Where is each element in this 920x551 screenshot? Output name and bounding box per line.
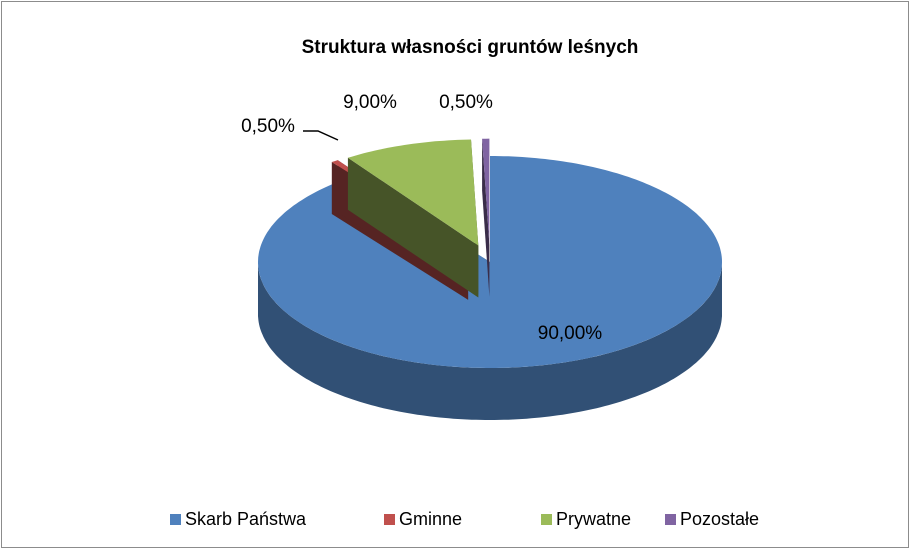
legend-swatch: [665, 514, 676, 525]
slice-side: [258, 262, 722, 420]
slice-cut-wall: [482, 138, 490, 297]
leader-line: [303, 130, 339, 141]
legend-swatch: [541, 514, 552, 525]
pie-slice-group: [347, 139, 479, 298]
pie-slice-group: [258, 156, 722, 420]
data-label: 0,50%: [439, 92, 493, 113]
pie-slice-group: [482, 138, 490, 297]
pie-slice: [482, 138, 490, 245]
pie-slice: [258, 156, 722, 368]
legend-label: Gminne: [399, 509, 462, 529]
slice-cut-wall: [347, 157, 479, 298]
data-label: 90,00%: [538, 323, 603, 344]
legend-label: Skarb Państwa: [185, 509, 307, 529]
legend-swatch: [384, 514, 395, 525]
legend-label: Pozostałe: [680, 509, 759, 529]
data-label: 9,00%: [343, 92, 397, 113]
pie-slice: [347, 139, 479, 246]
chart-title: Struktura własności gruntów leśnych: [302, 37, 639, 58]
data-label: 0,50%: [241, 116, 295, 137]
legend-label: Prywatne: [556, 509, 631, 529]
legend-swatch: [170, 514, 181, 525]
